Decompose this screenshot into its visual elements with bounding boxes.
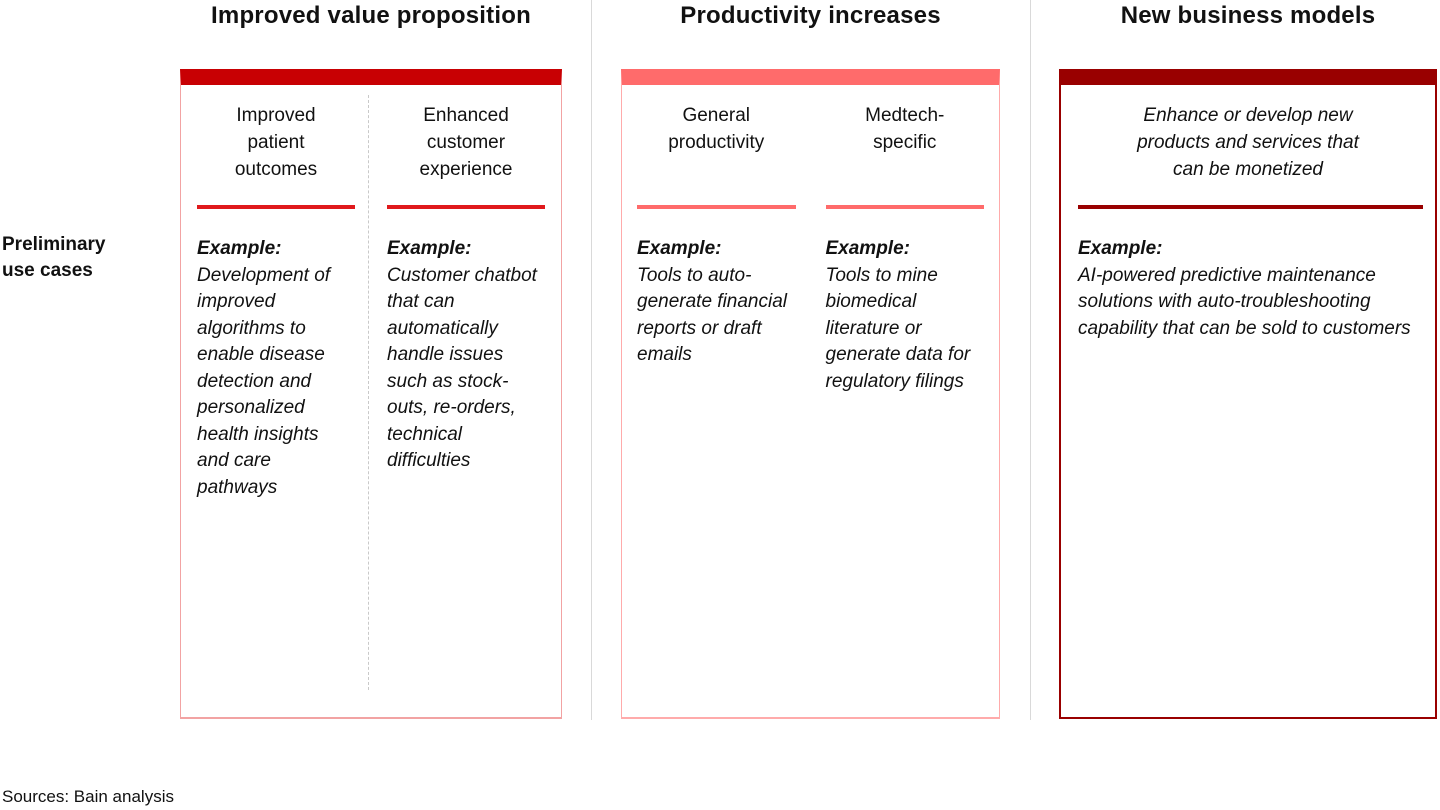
cell-new-business-models: Enhance or develop new products and serv… bbox=[1061, 85, 1435, 717]
header-underline bbox=[825, 205, 984, 209]
example-label: Example: bbox=[825, 238, 910, 259]
example-label: Example: bbox=[387, 238, 472, 259]
example-text: Tools to mine biomedical literature or g… bbox=[825, 264, 971, 392]
header-underline bbox=[387, 205, 545, 209]
header-underline bbox=[1078, 205, 1423, 209]
example-text: Development of improved algorithms to en… bbox=[197, 264, 331, 498]
example-block: Example: AI-powered predictive maintenan… bbox=[1078, 236, 1421, 342]
cell-header: Improved patient outcomes bbox=[234, 105, 318, 180]
header-underline bbox=[197, 205, 355, 209]
cell-enhanced-customer-experience: Enhanced customer experience Example: Cu… bbox=[371, 85, 561, 717]
header-underline bbox=[637, 205, 796, 209]
panel-improved-value-proposition: Improved patient outcomes Example: Devel… bbox=[180, 69, 562, 719]
example-block: Example: Customer chatbot that can autom… bbox=[387, 236, 537, 475]
row-label-preliminary-use-cases: Preliminary use cases bbox=[2, 234, 106, 281]
example-label: Example: bbox=[637, 238, 722, 259]
column-title: Improved value proposition bbox=[211, 2, 531, 29]
cell-improved-patient-outcomes: Improved patient outcomes Example: Devel… bbox=[181, 85, 371, 717]
cell-medtech-specific: Medtech-specific Example: Tools to mine … bbox=[811, 85, 1000, 717]
dashed-divider bbox=[368, 95, 369, 690]
example-text: AI-powered predictive maintenance soluti… bbox=[1078, 264, 1411, 339]
example-block: Example: Development of improved algorit… bbox=[197, 236, 347, 501]
column-divider-1 bbox=[591, 0, 592, 720]
cell-header: Medtech-specific bbox=[865, 105, 945, 153]
cell-header: Enhance or develop new products and serv… bbox=[1137, 105, 1359, 180]
example-text: Customer chatbot that can automatically … bbox=[387, 264, 537, 472]
example-label: Example: bbox=[197, 238, 282, 259]
example-text: Tools to auto-generate financial reports… bbox=[637, 264, 787, 366]
cell-header: Enhanced customer experience bbox=[419, 105, 513, 180]
sources-note: Sources: Bain analysis bbox=[2, 787, 174, 806]
example-block: Example: Tools to mine biomedical litera… bbox=[826, 236, 985, 395]
example-label: Example: bbox=[1078, 238, 1163, 259]
example-block: Example: Tools to auto-generate financia… bbox=[637, 236, 796, 369]
column-title: Productivity increases bbox=[680, 2, 941, 29]
column-title: New business models bbox=[1120, 2, 1376, 29]
panel-new-business-models: Enhance or develop new products and serv… bbox=[1059, 69, 1437, 719]
cell-general-productivity: General productivity Example: Tools to a… bbox=[622, 85, 811, 717]
panel-productivity-increases: General productivity Example: Tools to a… bbox=[621, 69, 1000, 719]
column-divider-2 bbox=[1030, 0, 1031, 720]
cell-header: General productivity bbox=[668, 105, 765, 153]
